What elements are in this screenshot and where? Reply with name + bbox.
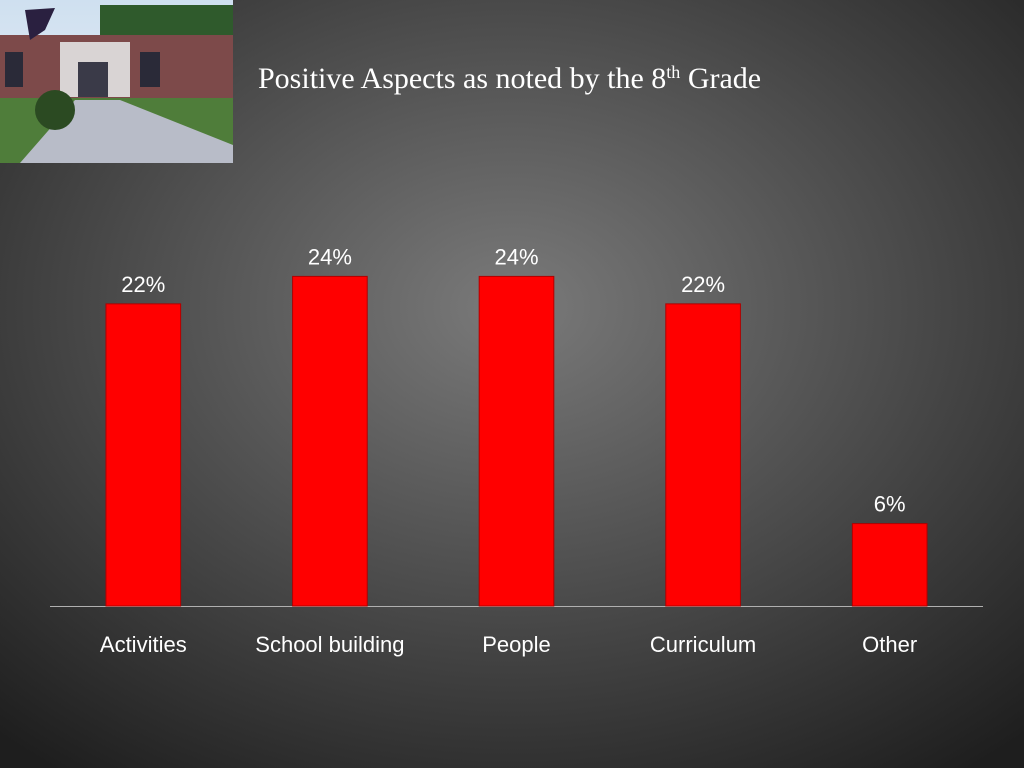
title-part: Positive Aspects as noted by the 8 bbox=[258, 62, 666, 95]
bar bbox=[665, 303, 741, 607]
chart-title: Positive Aspects as noted by the 8th Gra… bbox=[258, 62, 761, 95]
bar bbox=[105, 303, 182, 607]
bar bbox=[292, 275, 368, 607]
school-photo bbox=[0, 0, 233, 163]
value-label: 24% bbox=[308, 244, 352, 269]
bar bbox=[478, 275, 555, 607]
value-label: 22% bbox=[121, 272, 165, 297]
x-tick-label: Activities bbox=[100, 632, 187, 657]
x-tick-label: Curriculum bbox=[650, 632, 756, 657]
x-tick-label: School building bbox=[255, 632, 404, 657]
title-part: Grade bbox=[680, 62, 761, 95]
title-superscript: th bbox=[666, 62, 680, 82]
x-tick-label: Other bbox=[862, 632, 917, 657]
value-label: 6% bbox=[874, 492, 906, 517]
value-label: 22% bbox=[681, 272, 725, 297]
value-label: 24% bbox=[494, 244, 538, 269]
bar bbox=[851, 523, 928, 607]
x-tick-label: People bbox=[482, 632, 551, 657]
